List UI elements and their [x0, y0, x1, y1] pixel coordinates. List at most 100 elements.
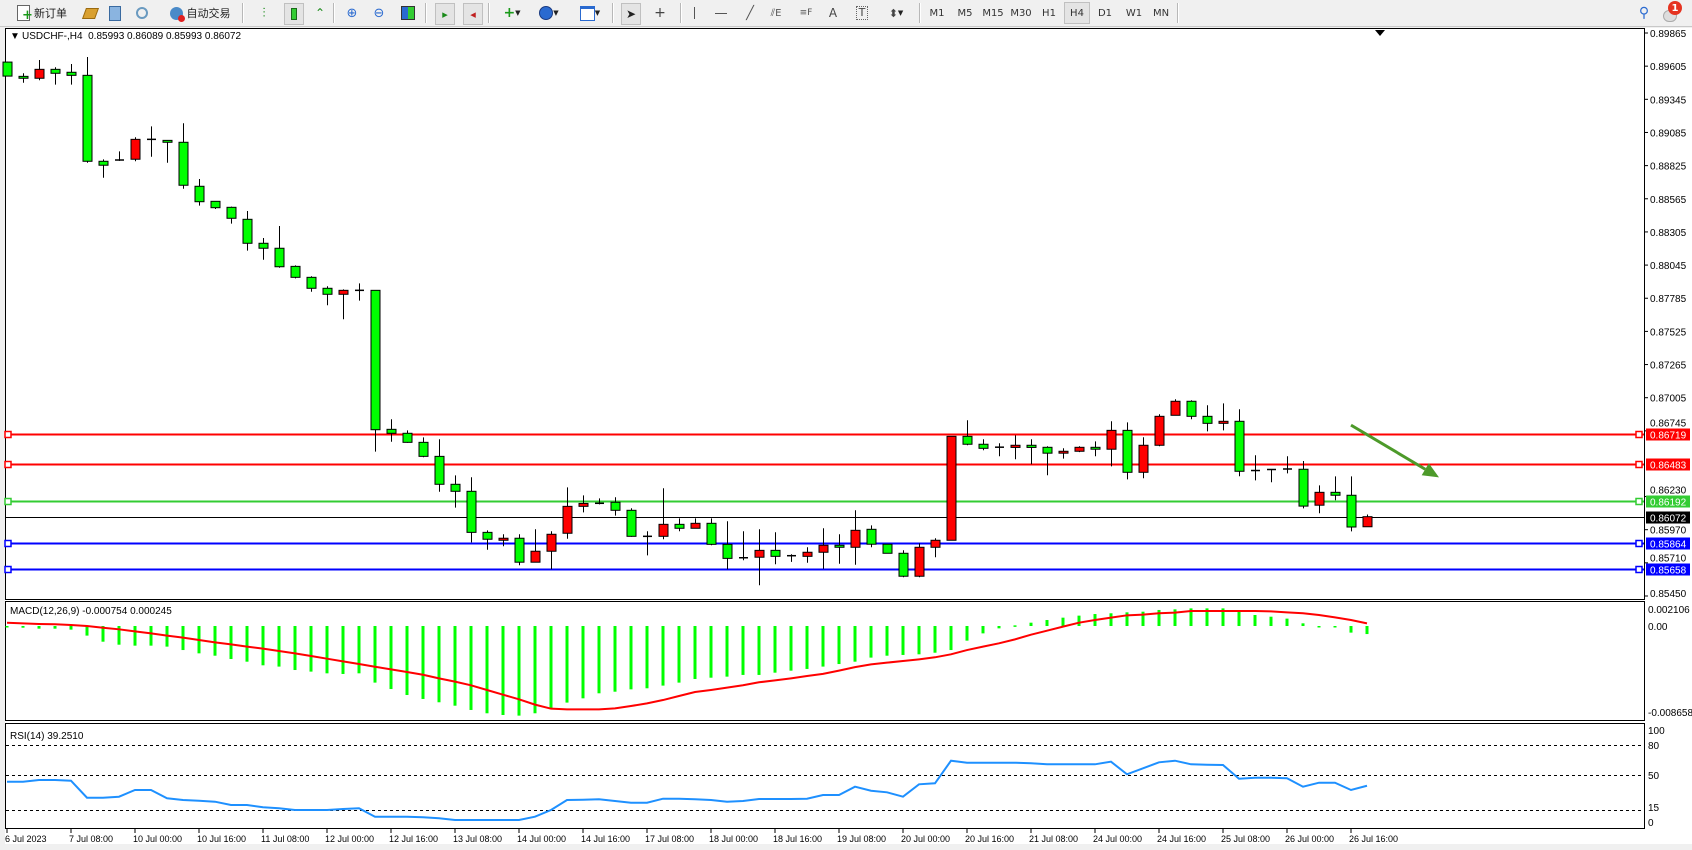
macd-histogram-bar [1349, 626, 1353, 633]
toolbar: + 新订单 自动交易 ⫶ ⌃ ⊕ ⊖ ▸ ◂ + ▼ ▼ ▼ ➤ + ╱ ⫽E ≡… [0, 0, 1692, 27]
templates-dropdown[interactable]: ▼ [575, 3, 605, 23]
macd-histogram-bar [789, 626, 793, 671]
arrows-dropdown[interactable]: ⬍ ▼ [881, 3, 911, 23]
autotrade-button[interactable]: 自动交易 [163, 3, 237, 23]
tile-windows-button[interactable] [400, 3, 416, 23]
autotrade-label: 自动交易 [186, 7, 231, 20]
timeframe-mn[interactable]: MN [1152, 7, 1170, 19]
line-handle-left [4, 497, 12, 506]
candle-body [546, 533, 557, 552]
macd-histogram-bar [933, 626, 937, 653]
new-order-icon: + [17, 5, 33, 22]
periods-dropdown[interactable]: ▼ [535, 3, 563, 23]
terminal-icon [109, 5, 121, 21]
macd-histogram-bar [1077, 615, 1081, 626]
timeframe-h1[interactable]: H1 [1042, 7, 1056, 19]
terminal-button[interactable] [107, 3, 123, 23]
macd-histogram-bar [1317, 626, 1321, 628]
macd-histogram-bar [1301, 623, 1305, 626]
macd-histogram-bar [1109, 613, 1113, 626]
candle-body [258, 242, 269, 249]
candle-body [498, 537, 509, 541]
macd-histogram-bar [1205, 608, 1209, 626]
price-tick-label: 0.86745 [1650, 419, 1687, 430]
trendline-button[interactable]: ╱ [742, 3, 758, 23]
zoom-out-button[interactable]: ⊖ [371, 3, 387, 23]
macd-histogram-bar [741, 626, 745, 675]
timeframe-h4[interactable]: H4 [1064, 2, 1090, 24]
signals-button[interactable] [134, 3, 150, 23]
fibonacci-icon: ≡F [799, 8, 813, 18]
candlestick-icon [291, 8, 297, 20]
macd-histogram-bar [1029, 622, 1033, 626]
text-label-button[interactable]: T [854, 3, 870, 23]
text-button[interactable]: A [825, 3, 841, 23]
autoscroll-icon: ◂ [470, 7, 476, 21]
equidistant-channel-button[interactable]: ⫽E [767, 3, 785, 23]
autoscroll-button[interactable]: ◂ [463, 3, 483, 25]
chart-shift-icon: ▸ [442, 7, 448, 21]
candle-body [1218, 420, 1229, 424]
candle-body [194, 185, 205, 203]
candle-body [34, 68, 45, 79]
price-line-label: 0.86483 [1650, 461, 1687, 472]
candle-body [1314, 491, 1325, 506]
line-chart-button[interactable]: ⌃ [312, 3, 328, 23]
timeframe-m1[interactable]: M1 [929, 7, 945, 19]
price-line-label-bg [1646, 495, 1690, 508]
price-line-label-bg [1646, 428, 1690, 441]
macd-histogram-bar [997, 626, 1001, 629]
candle-body [1362, 516, 1373, 528]
timeframe-m15[interactable]: M15 [982, 7, 1004, 19]
time-tick-label: 11 Jul 08:00 [261, 834, 309, 844]
candle-body [674, 523, 685, 529]
bar-chart-button[interactable]: ⫶ [256, 3, 272, 23]
macd-histogram-bar [837, 626, 841, 665]
time-tick-label: 19 Jul 08:00 [837, 834, 886, 844]
time-tick-label: 24 Jul 00:00 [1093, 834, 1142, 844]
timeframe-d1[interactable]: D1 [1097, 7, 1113, 19]
rsi-header: RSI(14) 39.2510 [10, 731, 84, 742]
macd-histogram-bar [1173, 609, 1177, 626]
candle-body [290, 265, 301, 278]
time-tick-label: 18 Jul 16:00 [773, 834, 822, 844]
candle-body [274, 247, 285, 268]
candle-body [562, 505, 573, 534]
candlestick-button[interactable] [284, 3, 304, 25]
candle-body [418, 441, 429, 457]
macd-histogram-bar [597, 626, 601, 694]
timeframe-w1[interactable]: W1 [1125, 7, 1143, 19]
rsi-tick-label: 0 [1648, 818, 1654, 829]
macd-histogram-bar [21, 626, 25, 628]
cursor-button[interactable]: ➤ [621, 3, 641, 25]
candle-body [402, 432, 413, 443]
fibonacci-button[interactable]: ≡F [798, 3, 814, 23]
horizontal-line-button[interactable] [713, 3, 729, 23]
timeframe-m30[interactable]: M30 [1010, 7, 1032, 19]
candle-body [770, 549, 781, 557]
tile-windows-icon [401, 6, 415, 20]
vertical-line-button[interactable] [686, 3, 702, 23]
line-handle-right [1635, 460, 1643, 469]
chart-shift-marker-icon[interactable] [1375, 30, 1385, 36]
new-order-button[interactable]: + 新订单 [10, 3, 74, 23]
symbol-header-arrow-icon[interactable]: ▼ [10, 31, 20, 42]
macd-histogram-bar [805, 626, 809, 669]
candle-body [898, 552, 909, 577]
price-tick-label: 0.88045 [1650, 261, 1687, 272]
candle-body [514, 537, 525, 563]
macd-histogram-bar [981, 626, 985, 634]
chart-shift-button[interactable]: ▸ [435, 3, 455, 25]
candle-body [882, 543, 893, 554]
candle-body [866, 528, 877, 545]
crosshair-button[interactable]: + [652, 3, 668, 23]
candle-body [1122, 429, 1133, 473]
search-button[interactable]: ⚲ [1636, 3, 1652, 23]
candle-body [626, 509, 637, 537]
timeframe-m5[interactable]: M5 [957, 7, 973, 19]
price-line-label: 0.86192 [1650, 498, 1687, 509]
candle-body [1346, 494, 1357, 528]
indicators-dropdown[interactable]: + ▼ [498, 3, 526, 23]
zoom-in-button[interactable]: ⊕ [344, 3, 360, 23]
